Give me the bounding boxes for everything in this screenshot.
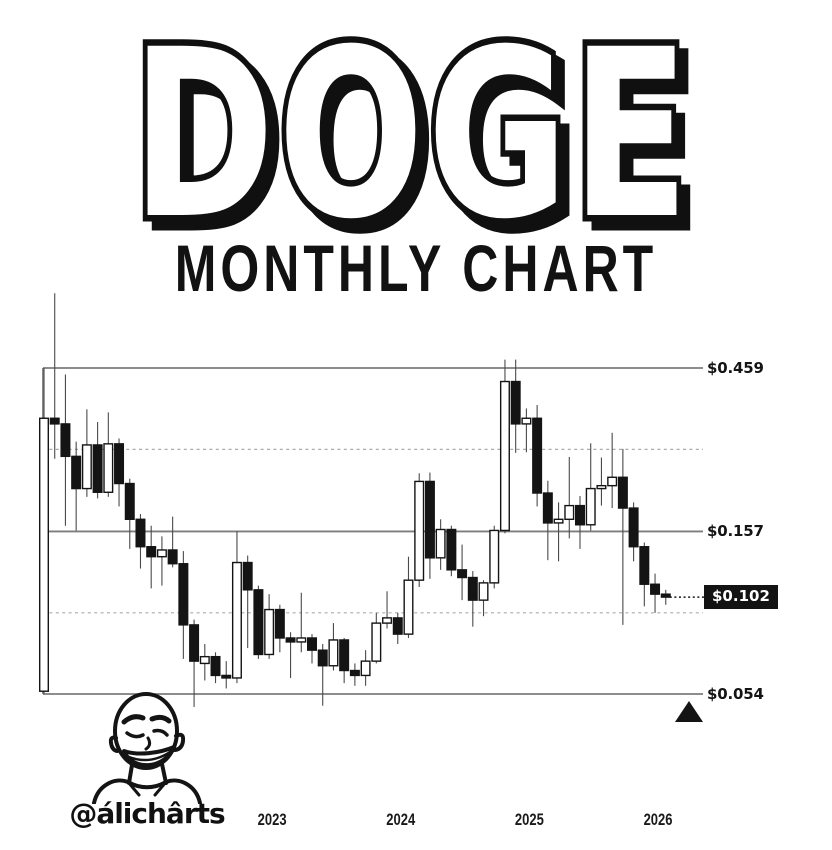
candle-body-2025-05 <box>564 504 575 521</box>
candle-body-2021-09 <box>92 444 103 493</box>
candle-body-2026-02 <box>660 593 671 598</box>
candle-body-2022-03 <box>156 549 167 558</box>
price-label-low: $0.054 <box>707 685 764 703</box>
candle-body-2024-10 <box>489 529 500 584</box>
candle-body-2024-08 <box>467 576 478 601</box>
candle-body-2023-05 <box>307 637 318 651</box>
candle-body-2023-01 <box>264 608 275 656</box>
candle-body-2023-07 <box>328 639 339 667</box>
avatar-teeth-line <box>127 750 172 762</box>
candle-body-2024-01 <box>392 617 403 635</box>
candle-body-2023-04 <box>296 637 307 643</box>
candle-body-2026-01 <box>650 583 661 595</box>
page-title: DOGE <box>132 0 692 270</box>
avatar-neck <box>127 762 168 785</box>
watermark-handle: @álichârts <box>69 797 225 830</box>
page-title-shadow: DOGE <box>141 9 701 279</box>
candle-body-2024-02 <box>403 579 414 635</box>
candle-body-2023-11 <box>371 622 382 662</box>
avatar-right-ear <box>173 732 186 752</box>
candle-body-2022-05 <box>178 563 189 626</box>
candle-body-2025-09 <box>607 476 618 487</box>
candle-body-2025-10 <box>617 476 628 509</box>
candle-body-2023-08 <box>339 639 350 672</box>
candle-body-2024-12 <box>510 380 521 425</box>
candle-body-2021-05 <box>49 417 60 425</box>
candle-body-2024-09 <box>478 582 489 601</box>
up-triangle-marker <box>675 701 703 722</box>
current-price-tag: $0.102 <box>704 585 778 610</box>
year-tick-2025: 2025 <box>514 810 544 829</box>
candle-body-2024-07 <box>457 569 468 579</box>
avatar-eyes <box>125 728 169 739</box>
candle-body-2024-06 <box>446 528 457 571</box>
avatar-collar <box>126 780 168 797</box>
year-tick-2026: 2026 <box>643 810 673 829</box>
candle-body-2022-08 <box>210 655 221 677</box>
candle-body-2023-02 <box>274 608 285 639</box>
candle-body-2025-04 <box>553 518 564 524</box>
candle-body-2023-06 <box>317 649 328 667</box>
candle-body-2022-10 <box>231 561 242 679</box>
candle-body-2022-01 <box>135 518 146 548</box>
year-tick-2024: 2024 <box>386 810 416 829</box>
candle-body-2025-06 <box>575 504 586 526</box>
candle-body-2021-06 <box>60 423 71 458</box>
candle-body-2025-07 <box>585 487 596 526</box>
candle-body-2025-11 <box>628 507 639 548</box>
candle-body-2022-09 <box>221 674 232 679</box>
candle-body-2021-10 <box>103 443 114 493</box>
avatar-smile <box>122 745 176 768</box>
candle-body-2024-04 <box>424 480 435 559</box>
candle-body-2025-08 <box>596 484 607 490</box>
candle-body-2022-04 <box>167 549 178 565</box>
candle-body-2022-12 <box>253 589 264 656</box>
candle-body-2023-10 <box>360 660 371 677</box>
page-subtitle: MONTHLY CHART <box>175 232 657 300</box>
candle-body-2024-11 <box>499 380 510 532</box>
candle-body-2021-11 <box>114 443 125 485</box>
candle-body-2022-07 <box>199 655 210 665</box>
candle-body-2021-04 <box>39 417 50 692</box>
candle-body-2022-02 <box>146 546 157 558</box>
candle-body-2024-05 <box>435 528 446 559</box>
price-label-mid: $0.157 <box>707 522 764 541</box>
avatar <box>92 692 202 804</box>
candle-body-2021-08 <box>81 444 92 490</box>
avatar-nose <box>144 736 152 751</box>
candle-body-2021-07 <box>71 455 82 490</box>
candle-body-2025-03 <box>542 492 553 524</box>
avatar-left-ear <box>108 735 119 753</box>
candle-body-2025-01 <box>521 417 532 425</box>
headline-art: DOGE DOGE MONTHLY CHART <box>126 0 703 300</box>
candle-body-2022-11 <box>242 561 253 591</box>
candle-body-2025-12 <box>639 546 650 585</box>
candle-body-2023-03 <box>285 637 296 643</box>
avatar-shoulders <box>92 778 202 804</box>
candle-body-2025-02 <box>532 417 543 494</box>
year-tick-2023: 2023 <box>257 810 287 829</box>
candle-body-2021-12 <box>124 482 135 521</box>
price-label-high: $0.459 <box>707 359 764 377</box>
avatar-eyebrows <box>121 714 172 725</box>
candle-body-2023-12 <box>382 617 393 624</box>
candle-body-2024-03 <box>414 480 425 581</box>
candle-body-2023-09 <box>349 669 360 677</box>
candle-body-2022-06 <box>189 624 200 662</box>
